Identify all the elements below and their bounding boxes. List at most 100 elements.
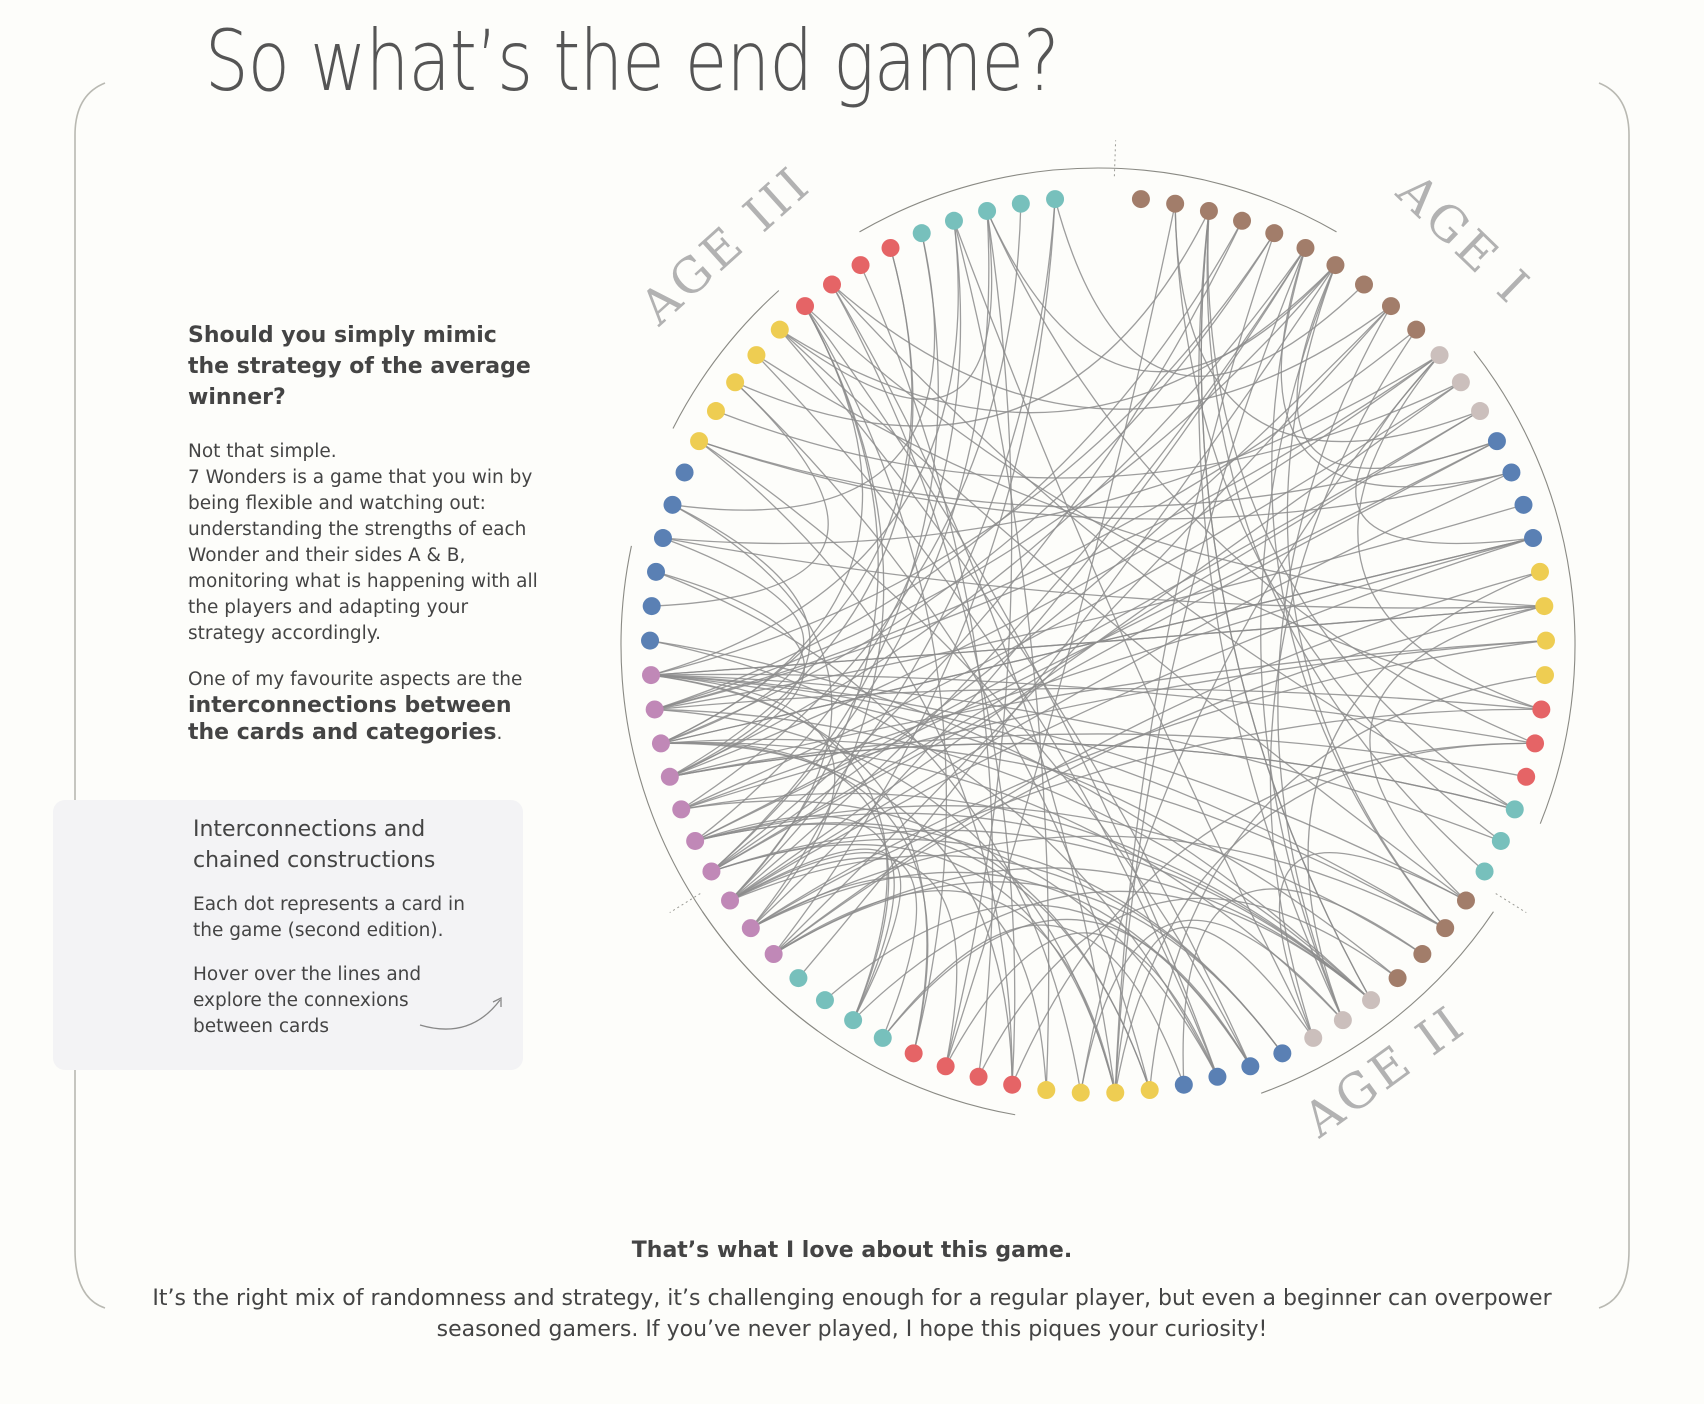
connection-line[interactable] [681,639,1547,810]
connection-line[interactable] [1207,210,1516,810]
connection-line[interactable] [669,247,914,778]
connection-line[interactable] [986,210,1336,373]
connection-line[interactable] [1355,354,1534,545]
connection-line[interactable] [779,264,1336,414]
connection-line[interactable] [1260,264,1344,1021]
connection-line[interactable] [669,639,1547,778]
connection-line[interactable] [1206,210,1485,872]
connection-line[interactable] [945,203,1176,1067]
connection-line[interactable] [804,305,947,1054]
connection-line[interactable] [650,220,959,676]
connection-line[interactable] [1174,203,1481,443]
connection-line[interactable] [729,471,1512,902]
connection-line[interactable] [750,871,1251,1067]
connection-line[interactable] [773,867,1372,1001]
connection-line[interactable] [660,742,890,1021]
connection-line[interactable] [654,264,1336,711]
connection-line[interactable] [711,220,1243,872]
connection-line[interactable] [650,674,836,929]
connection-line[interactable] [882,924,1185,1085]
connection-line[interactable] [986,210,1536,745]
connection-line[interactable] [729,854,1283,1054]
connection-line[interactable] [698,440,1512,520]
connection-line[interactable] [650,674,1502,842]
connection-line[interactable] [1286,264,1446,929]
connection-line[interactable] [729,305,879,901]
connection-line[interactable] [1277,305,1392,1021]
connection-line[interactable] [945,210,1013,1067]
connection-line[interactable] [1200,210,1372,1001]
connection-line[interactable] [1278,852,1467,1039]
connection-line[interactable] [694,815,895,1021]
connection-line[interactable] [1011,742,1536,1085]
connection-line[interactable] [1114,742,1536,1093]
connection-line[interactable] [681,800,1151,1091]
connection-line[interactable] [1369,605,1545,902]
connection-line[interactable] [660,738,1446,929]
connection-line[interactable] [654,354,1440,711]
connection-line[interactable] [660,742,1344,1021]
connection-line[interactable] [711,843,1116,1093]
connection-line[interactable] [804,305,1542,711]
connection-line[interactable] [831,284,1516,810]
connection-line[interactable] [824,904,1251,1067]
connection-line[interactable] [1114,247,1307,1093]
connection-line[interactable] [1149,674,1546,1091]
connection-line[interactable] [711,305,1392,872]
connection-line[interactable] [1114,232,1275,1093]
connection-line[interactable] [797,264,1336,979]
connection-line[interactable] [650,674,1467,902]
connection-line[interactable] [650,674,928,1054]
connection-line[interactable] [1280,247,1512,488]
connection-line[interactable] [1357,354,1542,711]
connection-line[interactable] [773,605,1545,955]
connection-line[interactable] [729,857,958,1067]
connection-line[interactable] [649,639,1372,1001]
connection-line[interactable] [1296,264,1498,470]
connection-line[interactable] [660,232,1275,745]
connection-line[interactable] [698,440,1013,1085]
connection-line[interactable] [654,708,1116,1093]
connection-line[interactable] [681,792,1372,1001]
connection-line[interactable] [698,440,1251,1067]
connection-line[interactable] [779,329,1467,902]
connection-line[interactable] [650,674,888,1021]
connection-line[interactable] [694,410,1481,842]
connection-line[interactable] [711,829,1372,1001]
connection-line[interactable] [660,742,929,1054]
connection-line[interactable] [831,284,1392,410]
connection-line[interactable] [681,537,1534,810]
connection-line[interactable] [654,708,1372,1001]
connection-line[interactable] [649,639,1219,1078]
connection-line[interactable] [1054,198,1365,377]
connection-line[interactable] [756,354,1545,607]
connection-line[interactable] [650,232,1275,676]
connection-line[interactable] [882,918,1251,1067]
connection-line[interactable] [669,354,1440,778]
connection-line[interactable] [660,247,913,745]
connection-line[interactable] [660,742,1013,1085]
connection-line[interactable] [698,440,1498,508]
connection-line[interactable] [669,247,1307,778]
connection-line[interactable] [977,897,1398,1078]
connection-line[interactable] [750,708,1542,929]
connection-line[interactable] [734,381,1151,1091]
connection-line[interactable] [953,220,1314,1039]
connection-line[interactable] [1114,926,1314,1093]
connection-line[interactable] [734,210,1210,427]
connection-line[interactable] [773,305,1392,955]
connection-line[interactable] [945,932,1219,1078]
connection-line[interactable] [1080,919,1344,1093]
connection-links[interactable] [649,198,1547,1093]
connection-line[interactable] [650,605,1545,676]
connection-line[interactable] [729,852,918,1039]
connection-line[interactable] [672,232,936,511]
connection-line[interactable] [715,381,1462,479]
connection-line[interactable] [779,329,1251,1067]
connection-line[interactable] [1182,888,1423,1085]
connection-line[interactable] [773,571,1541,955]
connection-line[interactable] [953,220,1050,1091]
connection-line[interactable] [1174,203,1502,842]
connection-line[interactable] [859,264,994,1077]
connection-line[interactable] [755,354,1219,1078]
